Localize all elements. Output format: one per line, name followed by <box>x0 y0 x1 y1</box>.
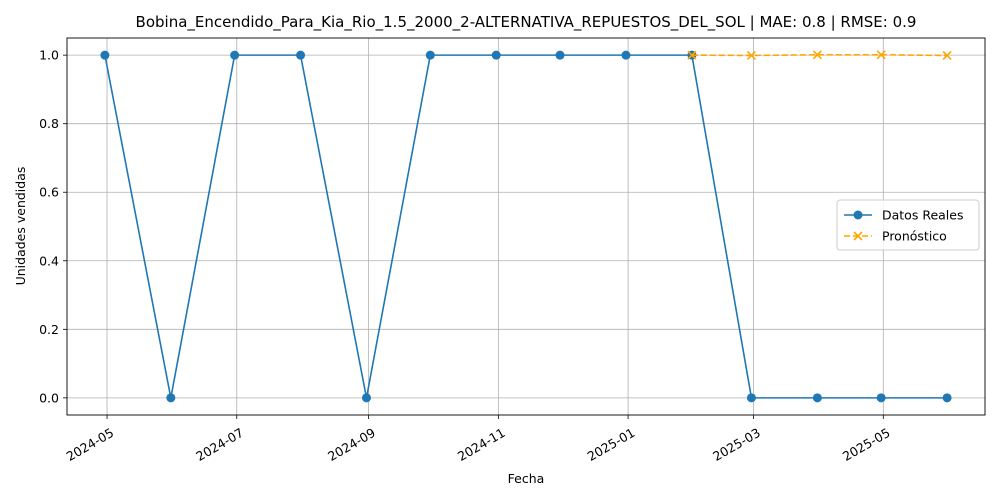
data-point-1 <box>166 393 176 403</box>
data-point-2 <box>942 50 952 61</box>
x-tick-label: 2024-09 <box>325 425 378 464</box>
legend-frame <box>836 199 980 251</box>
x-tick-label: 2024-05 <box>64 425 117 464</box>
y-tick-label: 1.0 <box>39 48 59 63</box>
x-tick-label: 2025-05 <box>840 425 893 464</box>
series-line-1 <box>104 54 948 399</box>
data-point-1 <box>230 50 240 60</box>
data-point-2 <box>746 50 757 61</box>
data-point-1 <box>491 50 501 60</box>
data-point-1 <box>746 393 756 403</box>
data-point-2 <box>687 50 697 60</box>
data-point-2 <box>812 50 822 60</box>
series-line-2 <box>691 53 948 57</box>
legend-label: Datos Reales <box>882 208 963 223</box>
data-point-2 <box>876 50 886 60</box>
legend: Datos Reales Pronóstico <box>836 199 980 251</box>
axes-layer: 0.0 0.2 0.4 0.6 0.8 1.0 2024-05 2024-07 2024-09 2… <box>39 37 986 464</box>
x-tick-label: 2025-01 <box>585 425 638 464</box>
data-point-1 <box>296 50 306 60</box>
y-axis-label: Unidades vendidas <box>13 167 28 286</box>
data-point-1 <box>621 50 631 60</box>
y-tick-label: 0.0 <box>39 390 59 405</box>
plot-frame <box>66 37 986 416</box>
data-point-1 <box>876 393 886 403</box>
x-tick-label: 2025-03 <box>710 425 763 464</box>
legend-marker <box>853 231 863 241</box>
x-tick-label: 2024-07 <box>193 425 246 464</box>
y-tick-label: 0.6 <box>39 185 59 200</box>
data-point-1 <box>425 50 435 60</box>
data-point-1 <box>100 50 110 60</box>
x-axis-label: Fecha <box>508 471 545 486</box>
y-tick-label: 0.4 <box>39 253 59 268</box>
x-tick-label: 2024-11 <box>455 425 508 464</box>
data-point-1 <box>942 393 952 403</box>
legend-marker <box>853 210 863 220</box>
data-point-1 <box>812 393 822 403</box>
data-point-1 <box>361 393 371 403</box>
legend-label: Pronóstico <box>882 229 947 244</box>
legend-items: Datos Reales Pronóstico <box>844 208 963 244</box>
y-tick-label: 0.2 <box>39 322 59 337</box>
series-layer <box>100 50 952 403</box>
chart-title: Bobina_Encendido_Para_Kia_Rio_1.5_2000_2… <box>136 13 917 32</box>
data-point-1 <box>555 50 565 60</box>
y-tick-label: 0.8 <box>39 116 59 131</box>
